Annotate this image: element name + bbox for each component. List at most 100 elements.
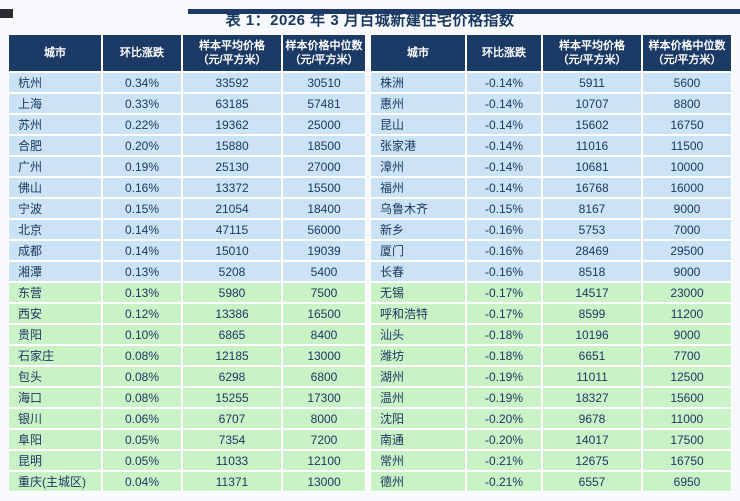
- cell-median-price: 7200: [282, 429, 366, 450]
- cell-avg-price: 28469: [542, 240, 642, 261]
- col-header-avg-label: 样本平均价格: [559, 39, 625, 52]
- cell-median-price: 9000: [642, 261, 732, 282]
- table-row: 石家庄 0.08% 12185 13000: [8, 345, 366, 366]
- cell-city: 长春: [370, 261, 466, 282]
- cell-city: 广州: [8, 156, 102, 177]
- cell-change: 0.19%: [102, 156, 182, 177]
- cell-city: 汕头: [370, 324, 466, 345]
- col-header-change: 环比涨跌: [466, 34, 542, 72]
- table-row: 株洲 -0.14% 5911 5600: [370, 72, 732, 93]
- cell-city: 张家港: [370, 135, 466, 156]
- cell-avg-price: 14517: [542, 282, 642, 303]
- cell-city: 石家庄: [8, 345, 102, 366]
- table-row: 东营 0.13% 5980 7500: [8, 282, 366, 303]
- table-row: 昆山 -0.14% 15602 16750: [370, 114, 732, 135]
- cell-avg-price: 13372: [182, 177, 282, 198]
- cell-avg-price: 13386: [182, 303, 282, 324]
- table-title: 表 1：2026 年 3 月百城新建住宅价格指数: [225, 12, 515, 29]
- table-row: 苏州 0.22% 19362 25000: [8, 114, 366, 135]
- price-table-rising: 城市 环比涨跌 样本平均价格 （元/平方米） 样本价格中位数 （元/平方米） 杭…: [8, 34, 366, 492]
- cell-city: 呼和浩特: [370, 303, 466, 324]
- cell-avg-price: 12185: [182, 345, 282, 366]
- cell-change: 0.16%: [102, 177, 182, 198]
- cell-avg-price: 9678: [542, 408, 642, 429]
- cell-change: -0.16%: [466, 261, 542, 282]
- cell-city: 德州: [370, 471, 466, 492]
- table-row: 银川 0.06% 6707 8000: [8, 408, 366, 429]
- cell-city: 厦门: [370, 240, 466, 261]
- cell-change: -0.14%: [466, 93, 542, 114]
- cell-change: 0.08%: [102, 345, 182, 366]
- cell-city: 沈阳: [370, 408, 466, 429]
- cell-city: 西安: [8, 303, 102, 324]
- cell-change: 0.14%: [102, 219, 182, 240]
- tables-container: 城市 环比涨跌 样本平均价格 （元/平方米） 样本价格中位数 （元/平方米） 杭…: [8, 34, 732, 492]
- cell-median-price: 7000: [642, 219, 732, 240]
- cell-change: -0.17%: [466, 282, 542, 303]
- table-row: 温州 -0.19% 18327 15600: [370, 387, 732, 408]
- table-row: 惠州 -0.14% 10707 8800: [370, 93, 732, 114]
- cell-city: 潍坊: [370, 345, 466, 366]
- cell-city: 株洲: [370, 72, 466, 93]
- table-row: 南通 -0.20% 14017 17500: [370, 429, 732, 450]
- cell-median-price: 18400: [282, 198, 366, 219]
- table-row: 海口 0.08% 15255 17300: [8, 387, 366, 408]
- cell-change: -0.18%: [466, 324, 542, 345]
- col-header-avg-price: 样本平均价格 （元/平方米）: [182, 34, 282, 72]
- cell-avg-price: 6651: [542, 345, 642, 366]
- cell-change: 0.14%: [102, 240, 182, 261]
- cell-change: -0.17%: [466, 303, 542, 324]
- cell-avg-price: 19362: [182, 114, 282, 135]
- cell-change: 0.13%: [102, 261, 182, 282]
- table-body-rising: 杭州 0.34% 33592 30510 上海 0.33% 63185 57481 苏州 0.22…: [8, 72, 366, 492]
- cell-avg-price: 8167: [542, 198, 642, 219]
- cell-change: 0.13%: [102, 282, 182, 303]
- table-row: 常州 -0.21% 12675 16750: [370, 450, 732, 471]
- table-row: 德州 -0.21% 6557 6950: [370, 471, 732, 492]
- cell-avg-price: 63185: [182, 93, 282, 114]
- col-header-median-price: 样本价格中位数 （元/平方米）: [282, 34, 366, 72]
- cell-city: 重庆(主城区): [8, 471, 102, 492]
- cell-change: -0.14%: [466, 135, 542, 156]
- cell-change: 0.05%: [102, 450, 182, 471]
- cell-median-price: 16750: [642, 450, 732, 471]
- title-bar: 表 1：2026 年 3 月百城新建住宅价格指数: [0, 9, 740, 31]
- cell-avg-price: 14017: [542, 429, 642, 450]
- cell-median-price: 5600: [642, 72, 732, 93]
- header-row: 城市 环比涨跌 样本平均价格 （元/平方米） 样本价格中位数 （元/平方米）: [370, 34, 732, 72]
- table-row: 北京 0.14% 47115 56000: [8, 219, 366, 240]
- cell-median-price: 7700: [642, 345, 732, 366]
- cell-city: 佛山: [8, 177, 102, 198]
- cell-change: 0.20%: [102, 135, 182, 156]
- cell-avg-price: 21054: [182, 198, 282, 219]
- cell-avg-price: 6557: [542, 471, 642, 492]
- cell-median-price: 8400: [282, 324, 366, 345]
- cell-avg-price: 6298: [182, 366, 282, 387]
- cell-median-price: 12500: [642, 366, 732, 387]
- cell-avg-price: 15255: [182, 387, 282, 408]
- table-row: 长春 -0.16% 8518 9000: [370, 261, 732, 282]
- col-header-change: 环比涨跌: [102, 34, 182, 72]
- col-header-median-price: 样本价格中位数 （元/平方米）: [642, 34, 732, 72]
- col-header-avg-unit: （元/平方米）: [197, 54, 267, 66]
- table-body-falling: 株洲 -0.14% 5911 5600 惠州 -0.14% 10707 8800 昆山 -0.14…: [370, 72, 732, 492]
- table-row: 张家港 -0.14% 11016 11500: [370, 135, 732, 156]
- table-row: 佛山 0.16% 13372 15500: [8, 177, 366, 198]
- table-row: 漳州 -0.14% 10681 10000: [370, 156, 732, 177]
- cell-change: 0.34%: [102, 72, 182, 93]
- table-row: 上海 0.33% 63185 57481: [8, 93, 366, 114]
- cell-city: 昆明: [8, 450, 102, 471]
- cell-change: -0.16%: [466, 240, 542, 261]
- cell-median-price: 57481: [282, 93, 366, 114]
- table-row: 重庆(主城区) 0.04% 11371 13000: [8, 471, 366, 492]
- cell-median-price: 56000: [282, 219, 366, 240]
- cell-avg-price: 11371: [182, 471, 282, 492]
- cell-median-price: 5400: [282, 261, 366, 282]
- cell-city: 漳州: [370, 156, 466, 177]
- cell-city: 湖州: [370, 366, 466, 387]
- cell-city: 杭州: [8, 72, 102, 93]
- cell-median-price: 11500: [642, 135, 732, 156]
- table-row: 呼和浩特 -0.17% 8599 11200: [370, 303, 732, 324]
- cell-avg-price: 5911: [542, 72, 642, 93]
- cell-avg-price: 5753: [542, 219, 642, 240]
